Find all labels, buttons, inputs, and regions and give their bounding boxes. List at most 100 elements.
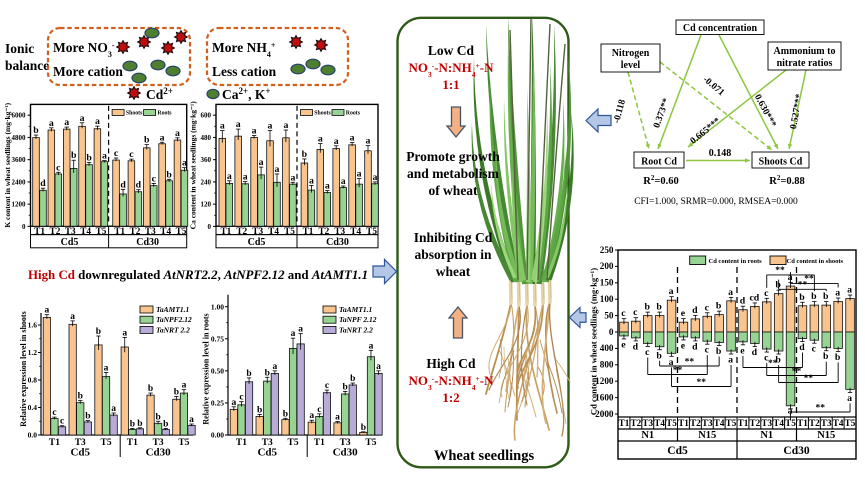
- svg-text:and metabolism: and metabolism: [407, 166, 500, 181]
- svg-text:CFI=1.000, SRMR=0.000, RMSEA=0: CFI=1.000, SRMR=0.000, RMSEA=0.000: [634, 197, 798, 207]
- svg-text:1:1: 1:1: [442, 77, 459, 92]
- svg-text:of wheat: of wheat: [428, 183, 478, 198]
- svg-text:a: a: [220, 121, 225, 132]
- svg-text:absorption in: absorption in: [415, 247, 492, 262]
- svg-text:e: e: [740, 345, 745, 356]
- svg-text:Ammonium to: Ammonium to: [774, 46, 836, 57]
- svg-text:Low Cd: Low Cd: [428, 43, 475, 58]
- svg-text:More cation: More cation: [53, 64, 123, 79]
- svg-text:a: a: [268, 121, 273, 132]
- svg-text:Cd content in shoots: Cd content in shoots: [787, 258, 844, 265]
- svg-text:0: 0: [22, 223, 26, 231]
- svg-text:0.4: 0.4: [28, 403, 38, 412]
- svg-text:800: 800: [600, 360, 614, 370]
- svg-text:a: a: [341, 176, 346, 187]
- svg-text:a: a: [175, 128, 180, 139]
- svg-text:b: b: [257, 405, 262, 415]
- svg-text:c: c: [705, 302, 710, 313]
- svg-text:a: a: [325, 181, 330, 192]
- svg-text:120: 120: [201, 201, 212, 209]
- svg-text:T3: T3: [702, 418, 713, 428]
- svg-text:150: 150: [600, 278, 614, 288]
- svg-text:c: c: [317, 405, 321, 415]
- svg-text:T3: T3: [145, 227, 156, 237]
- svg-text:T5: T5: [288, 438, 299, 448]
- svg-text:T1: T1: [678, 418, 689, 428]
- svg-text:e: e: [681, 340, 686, 351]
- svg-text:Wheat seedlings: Wheat seedlings: [434, 448, 535, 464]
- svg-text:T2: T2: [130, 227, 141, 237]
- svg-text:b: b: [302, 149, 308, 160]
- svg-text:T2: T2: [630, 418, 641, 428]
- svg-text:Cd content in roots: Cd content in roots: [709, 258, 763, 265]
- svg-text:Shoots: Shoots: [126, 111, 143, 117]
- svg-text:TaAMT1.1: TaAMT1.1: [156, 305, 189, 314]
- svg-text:b: b: [361, 423, 366, 433]
- svg-text:T1: T1: [34, 227, 45, 237]
- svg-text:b: b: [775, 355, 781, 366]
- svg-text:c: c: [239, 393, 243, 403]
- svg-text:a: a: [318, 134, 323, 145]
- svg-text:Cd content in wheat seedlings: Cd content in wheat seedlings (mg·kg⁻¹): [589, 268, 599, 415]
- svg-text:T5: T5: [101, 438, 112, 448]
- svg-text:Cd5: Cd5: [667, 445, 688, 457]
- svg-text:a: a: [669, 357, 674, 368]
- svg-text:0.148: 0.148: [709, 148, 732, 159]
- svg-text:Relative expression level in s: Relative expression level in shoots: [19, 311, 28, 426]
- svg-text:T3: T3: [262, 438, 273, 448]
- svg-text:d: d: [692, 305, 698, 316]
- svg-text:c: c: [114, 148, 119, 159]
- svg-text:T1: T1: [127, 438, 138, 448]
- svg-text:Cd concentration: Cd concentration: [683, 23, 758, 34]
- svg-text:wheat: wheat: [436, 264, 471, 279]
- svg-text:T1: T1: [738, 418, 749, 428]
- svg-text:a: a: [95, 116, 100, 127]
- svg-text:b: b: [137, 419, 142, 429]
- svg-text:1:2: 1:2: [442, 390, 459, 405]
- svg-text:d: d: [692, 341, 698, 352]
- svg-text:b: b: [156, 412, 161, 422]
- svg-text:level: level: [621, 60, 641, 71]
- svg-text:T1: T1: [114, 227, 125, 237]
- svg-text:T5: T5: [176, 227, 187, 237]
- svg-text:a: a: [334, 136, 339, 147]
- svg-text:Roots: Roots: [157, 111, 172, 117]
- svg-text:200: 200: [600, 261, 614, 271]
- svg-text:a: a: [369, 341, 374, 351]
- svg-text:T5: T5: [785, 418, 796, 428]
- svg-text:T4: T4: [350, 227, 361, 237]
- svg-text:balance: balance: [5, 58, 49, 73]
- svg-text:1.2: 1.2: [28, 348, 38, 357]
- svg-text:a: a: [231, 398, 236, 408]
- svg-text:b: b: [163, 419, 168, 429]
- svg-text:T4: T4: [160, 227, 171, 237]
- svg-text:0.50: 0.50: [211, 366, 224, 375]
- svg-text:T5: T5: [726, 418, 737, 428]
- svg-text:a: a: [788, 406, 793, 417]
- svg-text:Ionic: Ionic: [5, 41, 34, 56]
- svg-text:360: 360: [201, 156, 212, 164]
- svg-text:T5: T5: [284, 227, 295, 237]
- svg-text:a: a: [847, 285, 852, 296]
- svg-text:c: c: [621, 308, 626, 319]
- svg-text:a: a: [189, 415, 194, 425]
- svg-text:a: a: [788, 272, 793, 283]
- svg-text:**: **: [798, 280, 808, 290]
- svg-text:d: d: [740, 296, 746, 307]
- svg-text:2400: 2400: [12, 178, 27, 186]
- svg-text:a: a: [309, 175, 314, 186]
- svg-text:c: c: [812, 344, 817, 355]
- svg-text:Cd30: Cd30: [783, 445, 809, 457]
- svg-text:b: b: [835, 352, 841, 363]
- svg-text:b: b: [283, 409, 288, 419]
- svg-text:R2=0.60: R2=0.60: [643, 174, 678, 187]
- svg-text:b: b: [71, 150, 77, 161]
- svg-text:2000: 2000: [595, 409, 614, 419]
- svg-text:T1: T1: [797, 418, 808, 428]
- svg-text:a: a: [252, 126, 257, 137]
- svg-text:400: 400: [600, 343, 614, 353]
- svg-text:Cd5: Cd5: [257, 447, 277, 459]
- svg-text:cd: cd: [749, 292, 759, 303]
- svg-text:d: d: [799, 342, 805, 353]
- svg-text:1200: 1200: [595, 376, 614, 386]
